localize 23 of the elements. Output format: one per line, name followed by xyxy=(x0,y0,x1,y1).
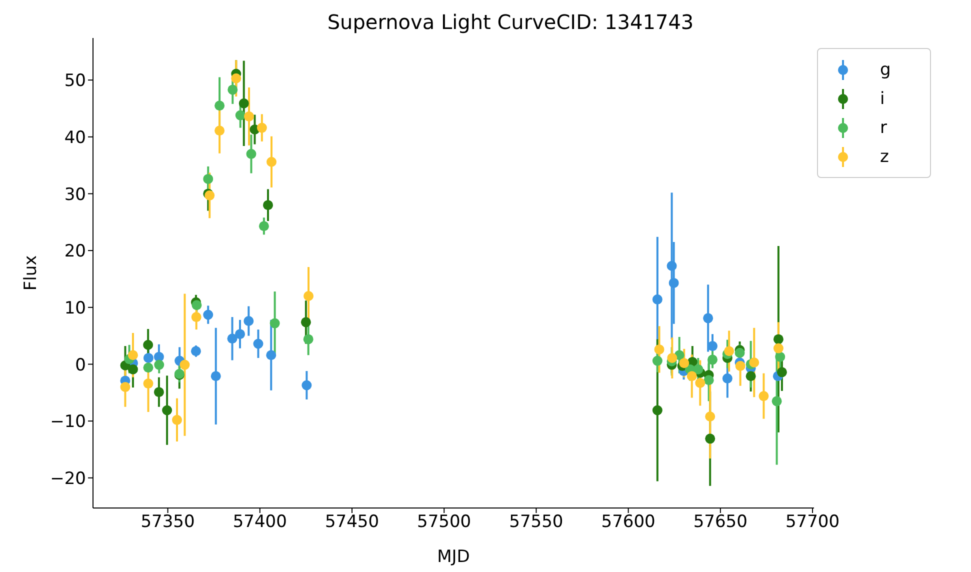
legend-label: r xyxy=(880,118,888,138)
y-tick-label: 30 xyxy=(64,184,86,205)
y-tick-label: 0 xyxy=(75,355,86,376)
y-tick-label: −20 xyxy=(50,468,86,489)
x-axis-title: MJD xyxy=(437,547,470,567)
x-tick-label: 57700 xyxy=(785,512,840,532)
x-tick-label: 57650 xyxy=(693,512,748,532)
y-tick-label: −10 xyxy=(50,412,86,432)
x-tick-label: 57500 xyxy=(417,512,472,532)
x-tick-label: 57400 xyxy=(232,512,287,532)
legend-label: i xyxy=(880,88,886,108)
x-tick-label: 57550 xyxy=(509,512,564,532)
x-tick-label: 57450 xyxy=(324,512,380,532)
y-axis-title: Flux xyxy=(21,255,42,291)
legend-label: g xyxy=(880,60,892,80)
y-tick-label: 40 xyxy=(64,128,86,148)
legend-label: z xyxy=(880,146,890,166)
chart-title: Supernova Light CurveCID: 1341743 xyxy=(326,10,695,34)
y-tick-label: 50 xyxy=(64,71,86,92)
y-tick-label: 10 xyxy=(64,298,86,318)
x-tick-label: 57600 xyxy=(601,512,656,532)
x-tick-label: 57350 xyxy=(140,512,195,532)
y-tick-label: 20 xyxy=(64,242,86,262)
